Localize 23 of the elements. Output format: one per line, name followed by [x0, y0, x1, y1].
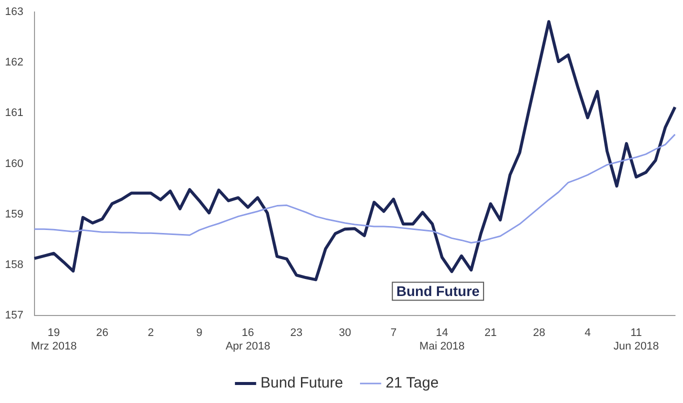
x-tick-label: 21 [484, 327, 497, 340]
y-tick-label: 161 [4, 107, 24, 120]
x-tick-label: 7 [390, 327, 397, 340]
x-tick-label: 30 [338, 327, 352, 340]
x-tick-label: 4 [584, 327, 591, 340]
y-tick-label: 158 [4, 259, 24, 272]
x-tick-label: 14 Mai 2018 [419, 327, 465, 352]
y-tick-label: 159 [4, 208, 24, 220]
x-tick-label: 23 [290, 327, 303, 340]
x-tick-label: 19 Mrz 2018 [30, 327, 77, 352]
x-tick-label: 11 Jun 2018 [614, 327, 659, 352]
x-tick-label: 28 [532, 327, 546, 340]
annotation: Bund Future [396, 283, 480, 300]
x-tick-label: 16 Apr 2018 [226, 327, 270, 352]
y-tick-label: 162 [4, 56, 24, 69]
y-tick-label: 163 [4, 6, 24, 18]
y-tick-label: 157 [4, 310, 24, 322]
x-tick-label: 2 [148, 327, 154, 340]
legend-label: Bund Future [260, 374, 344, 392]
legend-label: 21 Tage [386, 374, 439, 392]
x-tick-label: 26 [96, 327, 108, 340]
x-tick-label: 9 [196, 327, 202, 340]
y-tick-label: 160 [4, 158, 24, 170]
